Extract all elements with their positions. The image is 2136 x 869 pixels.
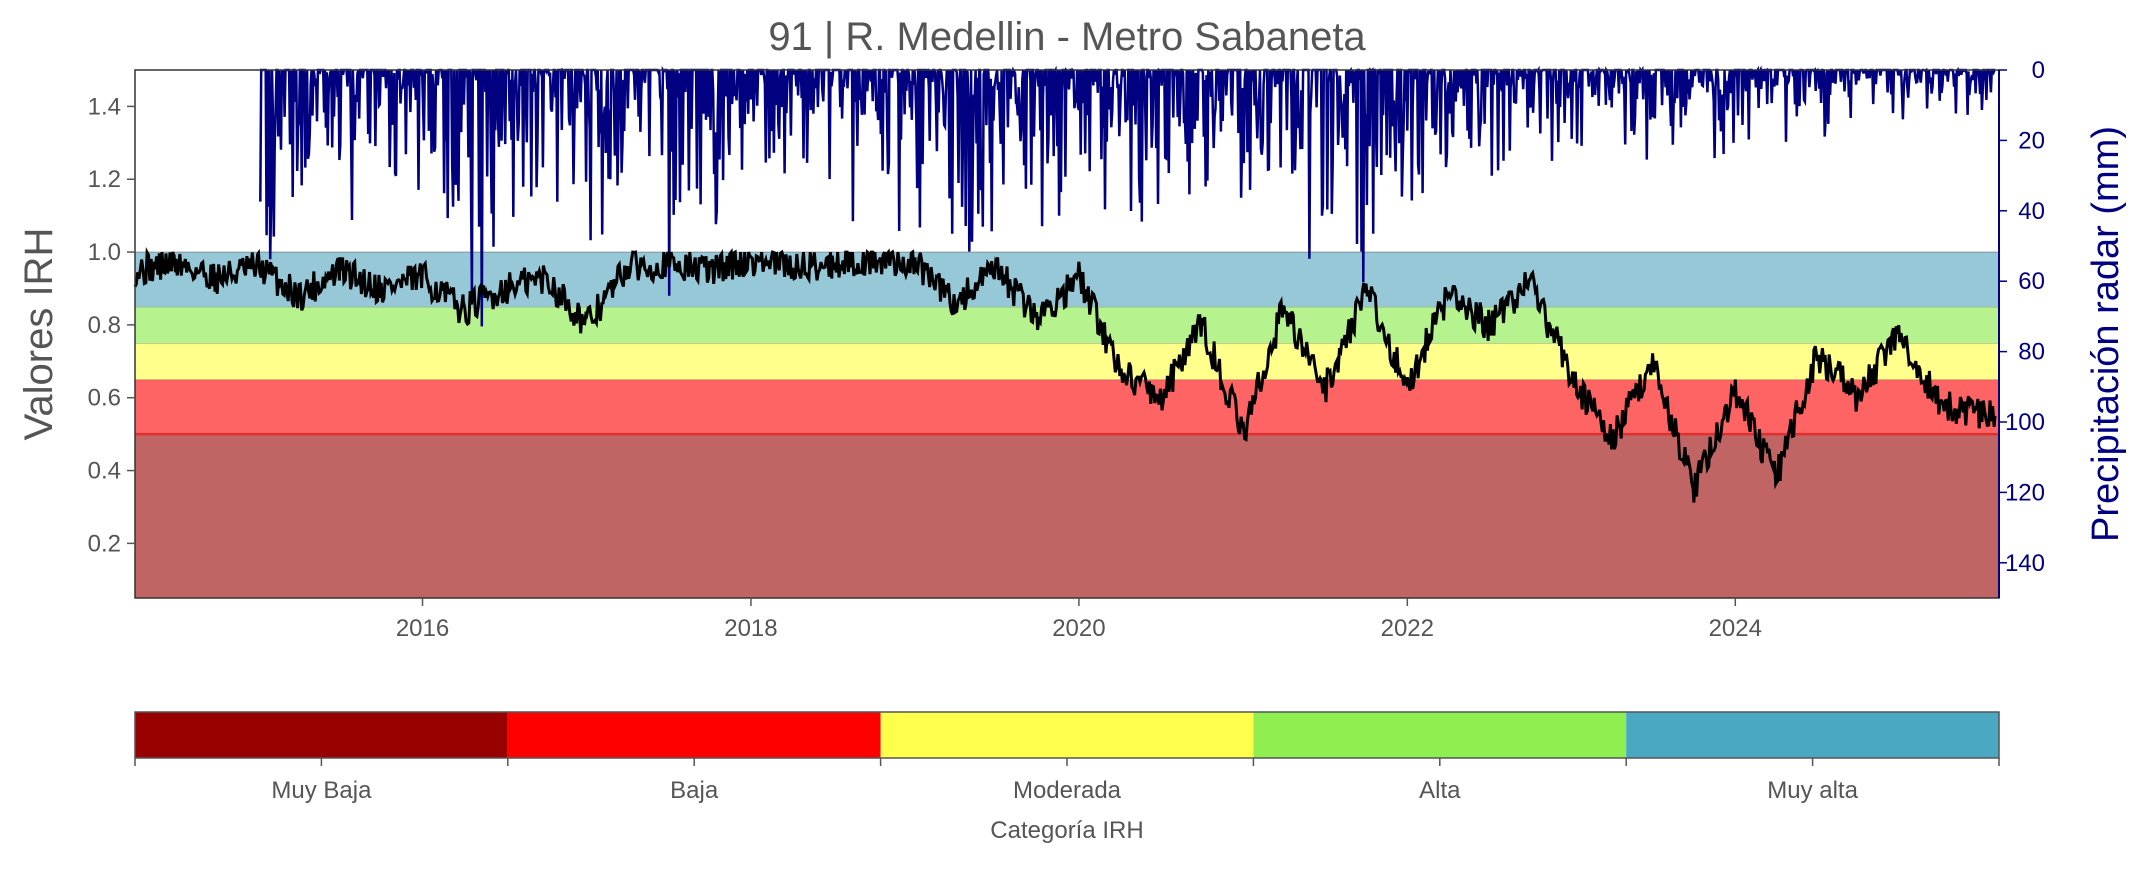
irh-category-colorbar: Muy Baja Baja Moderada Alta Muy alta	[134, 711, 2000, 804]
y2-tick-label-0: 0	[2032, 57, 2045, 84]
colorbar-category-label-0: Muy Baja	[271, 777, 372, 804]
irh-band-3	[135, 306, 1999, 344]
colorbar-segment-0	[135, 712, 508, 758]
colorbar-category-label-2: Moderada	[1013, 777, 1122, 804]
colorbar-category-label-3: Alta	[1419, 777, 1461, 804]
x-tick-label-1: 2018	[724, 615, 777, 642]
colorbar-frame	[134, 711, 2000, 759]
colorbar-segment-3	[1253, 712, 1627, 758]
y2-axis-label: Precipitación radar (mm)	[2085, 126, 2127, 542]
y2-tick-label-7: 140	[2005, 550, 2045, 577]
y2-tick-label-4: 80	[2018, 339, 2045, 366]
x-axis-ticks: 2016 2018 2020 2022 2024	[396, 598, 1762, 642]
colorbar-segment-4	[1626, 712, 1999, 758]
irh-series-layer	[133, 246, 1997, 503]
y-axis-label: Valores IRH	[17, 228, 61, 441]
chart-title: 91 | R. Medellin - Metro Sabaneta	[768, 15, 1366, 59]
y2-axis-ticks: 0 20 40 60 80 100 120 140	[1999, 57, 2045, 577]
y-tick-label-4: 1.0	[88, 239, 121, 266]
y-tick-label-0: 0.2	[88, 530, 121, 557]
x-tick-label-4: 2024	[1709, 615, 1762, 642]
irh-band-2	[135, 343, 1999, 380]
colorbar-category-label-4: Muy alta	[1767, 777, 1858, 804]
y2-tick-label-6: 120	[2005, 479, 2045, 506]
irh-band-0	[135, 434, 1999, 598]
y2-tick-label-5: 100	[2005, 409, 2045, 436]
y2-tick-label-1: 20	[2018, 127, 2045, 154]
y-tick-label-1: 0.4	[88, 458, 121, 485]
y-tick-label-6: 1.4	[88, 93, 121, 120]
colorbar-category-label-1: Baja	[670, 777, 719, 804]
y-tick-label-3: 0.8	[88, 312, 121, 339]
y-tick-label-2: 0.6	[88, 385, 121, 412]
irh-line	[133, 246, 1997, 503]
y2-tick-label-3: 60	[2018, 268, 2045, 295]
y-axis-ticks: 0.2 0.4 0.6 0.8 1.0 1.2 1.4	[88, 93, 135, 557]
irh-band-1	[135, 379, 1999, 435]
x-tick-label-2: 2020	[1052, 615, 1105, 642]
colorbar-segment-1	[507, 712, 881, 758]
x-tick-label-0: 2016	[396, 615, 449, 642]
y-tick-label-5: 1.2	[88, 166, 121, 193]
colorbar-label: Categoría IRH	[990, 817, 1143, 844]
colorbar-segment-2	[880, 712, 1254, 758]
y2-tick-label-2: 40	[2018, 198, 2045, 225]
x-tick-label-3: 2022	[1381, 615, 1434, 642]
